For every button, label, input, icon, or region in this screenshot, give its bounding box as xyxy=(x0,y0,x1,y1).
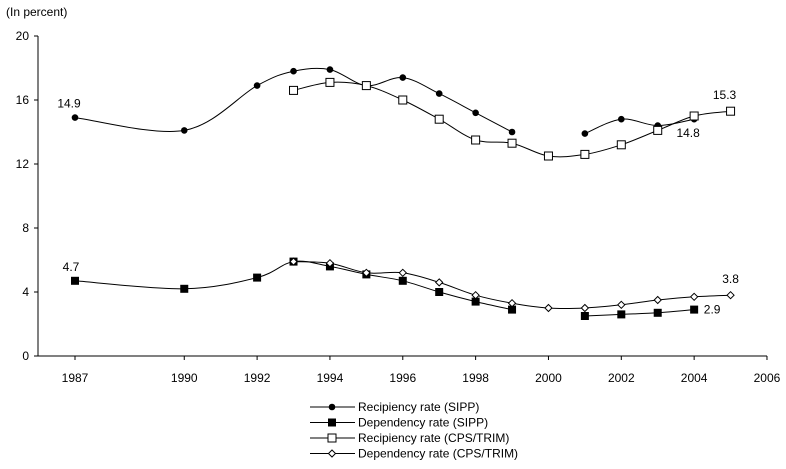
data-point-2 xyxy=(507,138,517,148)
legend-marker xyxy=(327,449,337,458)
data-point-1 xyxy=(398,276,407,285)
data-point-1 xyxy=(435,288,444,296)
data-point-3 xyxy=(471,290,480,300)
data-point-0 xyxy=(253,82,261,89)
data-label: 4.7 xyxy=(63,260,80,274)
data-point-3 xyxy=(398,268,407,278)
x-tick-label: 1998 xyxy=(462,371,489,385)
legend-item: Dependency rate (SIPP) xyxy=(310,416,488,430)
data-point-3 xyxy=(507,298,517,308)
data-point-3 xyxy=(362,268,371,278)
y-tick-label: 12 xyxy=(16,157,30,171)
data-point-2 xyxy=(361,81,371,91)
legend-label: Recipiency rate (CPS/TRIM) xyxy=(358,431,509,445)
data-point-1 xyxy=(580,312,589,320)
series-line-0 xyxy=(584,118,695,135)
data-label: 2.9 xyxy=(704,303,721,317)
data-point-3 xyxy=(289,257,298,266)
x-tick-label: 2002 xyxy=(608,371,635,385)
data-label: 3.8 xyxy=(722,272,739,286)
x-tick-label: 1996 xyxy=(389,371,416,385)
data-point-2 xyxy=(726,106,736,116)
legend-item: Dependency rate (CPS/TRIM) xyxy=(310,447,518,461)
series-line-1 xyxy=(584,309,695,317)
data-point-0 xyxy=(435,90,443,97)
data-point-0 xyxy=(618,115,625,123)
legend-item: Recipiency rate (SIPP) xyxy=(310,400,479,414)
legend-label: Dependency rate (SIPP) xyxy=(358,416,488,430)
legend-marker xyxy=(327,433,337,443)
data-point-3 xyxy=(653,295,662,305)
data-label: 14.8 xyxy=(676,126,700,140)
data-point-0 xyxy=(71,114,79,121)
legend-item: Recipiency rate (CPS/TRIM) xyxy=(310,431,509,445)
data-point-1 xyxy=(180,284,189,293)
data-point-0 xyxy=(326,66,334,73)
data-point-1 xyxy=(617,310,626,319)
data-point-3 xyxy=(325,258,335,268)
data-point-2 xyxy=(616,140,626,150)
data-label: 15.3 xyxy=(713,88,737,102)
y-tick-label: 4 xyxy=(22,285,29,299)
legend-marker xyxy=(328,418,336,427)
data-label: 14.9 xyxy=(57,97,81,111)
data-point-3 xyxy=(689,292,699,302)
data-point-2 xyxy=(434,114,444,124)
y-tick-label: 20 xyxy=(16,29,30,43)
data-point-2 xyxy=(398,95,408,105)
data-point-1 xyxy=(71,276,79,285)
data-point-1 xyxy=(471,297,480,306)
data-point-3 xyxy=(726,290,735,300)
legend-marker xyxy=(328,403,336,411)
data-point-1 xyxy=(690,305,699,314)
data-point-0 xyxy=(581,130,589,137)
data-point-0 xyxy=(290,67,297,75)
x-tick-label: 2004 xyxy=(681,371,708,385)
data-point-0 xyxy=(180,127,188,134)
data-point-2 xyxy=(543,151,553,161)
data-point-3 xyxy=(434,278,444,287)
y-tick-label: 16 xyxy=(16,93,30,107)
data-point-1 xyxy=(653,308,662,317)
x-tick-label: 2000 xyxy=(535,371,562,385)
legend-label: Dependency rate (CPS/TRIM) xyxy=(358,447,518,461)
x-tick-label: 1987 xyxy=(62,371,89,385)
unit-label: (In percent) xyxy=(6,5,67,19)
x-tick-label: 1992 xyxy=(244,371,271,385)
x-tick-label: 1990 xyxy=(171,371,198,385)
data-point-1 xyxy=(253,273,262,282)
series-line-1 xyxy=(74,260,513,311)
x-tick-label: 2006 xyxy=(754,371,781,385)
legend-label: Recipiency rate (SIPP) xyxy=(358,400,479,414)
data-point-3 xyxy=(580,303,590,313)
data-point-0 xyxy=(399,74,407,81)
data-point-2 xyxy=(289,85,299,95)
data-point-3 xyxy=(617,300,626,310)
data-point-2 xyxy=(689,111,699,121)
data-point-2 xyxy=(653,125,663,135)
data-point-0 xyxy=(472,109,479,117)
y-tick-label: 0 xyxy=(22,349,29,363)
data-point-0 xyxy=(508,128,516,136)
data-point-2 xyxy=(325,77,335,87)
data-point-2 xyxy=(580,149,590,159)
x-tick-label: 1994 xyxy=(317,371,344,385)
y-tick-label: 8 xyxy=(22,221,29,235)
series-line-0 xyxy=(74,67,513,133)
data-point-1 xyxy=(508,305,517,314)
data-point-3 xyxy=(544,303,553,313)
data-point-2 xyxy=(471,135,481,145)
